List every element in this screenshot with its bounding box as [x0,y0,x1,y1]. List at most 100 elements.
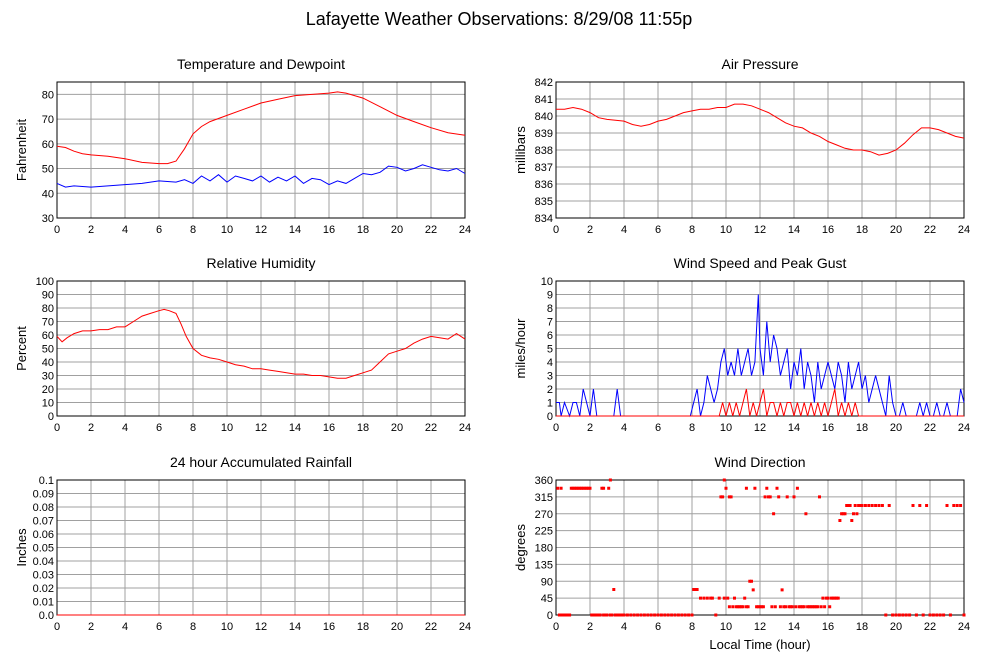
humidity-xtick-label: 16 [323,422,335,434]
pressure-ytick-label: 839 [535,128,553,140]
humidity-ytick-label: 90 [42,290,54,302]
pressure-xtick-label: 24 [958,224,970,236]
pressure-ytick-label: 842 [535,77,553,89]
wind_direction-point [921,613,925,617]
wind_speed-xtick-label: 18 [856,422,868,434]
wind_direction-point [887,504,891,507]
wind_direction-point [748,579,752,583]
temperature-xtick-label: 16 [323,224,335,236]
wind_direction-point [699,596,702,600]
wind_direction-point [722,596,726,600]
wind_direction-point [727,495,731,499]
wind_direction-point [835,596,838,600]
wind_direction-point [610,613,614,617]
wind_direction-point [874,504,878,507]
wind_direction-point [763,495,767,499]
wind_speed-ytick-label: 9 [547,290,553,302]
wind_direction-point [945,504,949,507]
wind_direction-point [564,613,568,617]
wind_direction-point [746,605,750,609]
rainfall-ytick-label: 0.06 [33,529,54,541]
wind_direction-point [568,613,572,617]
wind_direction-point [753,486,757,490]
wind_direction-point [894,613,898,617]
wind_direction-point [729,495,733,499]
wind_direction-point [580,486,583,490]
temperature-ylabel: Fahrenheit [14,119,29,182]
wind_direction-point [585,486,589,490]
wind_direction-ytick-label: 360 [535,475,553,487]
wind_direction-point [578,486,582,490]
humidity-ytick-label: 40 [42,357,54,369]
wind_direction-point [955,504,959,507]
wind_direction-point [914,613,918,617]
pressure-ytick-label: 838 [535,145,553,157]
wind_direction-point [692,588,696,591]
temperature-xtick-label: 24 [459,224,471,236]
wind_direction-point [845,504,849,507]
temperature-xtick-label: 2 [88,224,94,236]
pressure-ytick-label: 834 [535,213,553,225]
humidity-xtick-label: 4 [122,422,128,434]
wind_direction-point [588,486,592,490]
temperature-ytick-label: 80 [42,89,54,101]
wind_direction-point [559,613,563,617]
wind_speed-xtick-label: 20 [890,422,902,434]
wind_speed-ytick-label: 3 [547,371,553,383]
wind_direction-title: Wind Direction [714,454,805,470]
pressure-ytick-label: 836 [535,179,553,191]
wind_direction-point [801,605,804,609]
rainfall-xtick-label: 8 [190,621,196,633]
wind_direction-point [867,504,871,507]
wind_direction-point [636,613,640,617]
humidity-xtick-label: 12 [255,422,267,434]
wind_direction-point [612,588,616,591]
wind_direction-point [775,486,779,490]
wind_direction-point [622,613,626,617]
wind_direction-point [782,605,786,609]
wind_speed-xtick-label: 0 [553,422,559,434]
wind_direction-point [576,486,580,490]
wind_speed-xtick-label: 14 [788,422,800,434]
wind_direction-point [778,605,782,609]
wind_direction-point [751,588,755,592]
wind_direction-point [710,596,714,600]
wind_direction-point [846,504,850,507]
wind_direction-point [605,613,609,617]
rainfall-ylabel: Inches [14,528,29,567]
wind_direction-plot-frame [555,479,965,616]
temperature-xtick-label: 20 [391,224,403,236]
wind_direction-point [632,613,636,617]
wind_direction-point [714,613,718,617]
wind_direction-point [722,478,726,482]
wind_direction-point [857,504,861,507]
wind_direction-point [836,596,840,600]
wind_direction-point [687,613,691,617]
wind_direction-point [656,613,660,617]
rainfall-ytick-label: 0.1 [39,475,54,487]
wind_direction-ytick-label: 225 [535,526,553,538]
wind_direction-point [942,613,946,617]
wind_direction-ytick-label: 315 [535,492,553,504]
wind_direction-point [590,613,594,617]
wind_direction-point [758,605,762,609]
wind_direction-point [826,596,830,600]
wind_direction-point [683,613,687,617]
humidity-ytick-label: 30 [42,371,54,383]
wind_direction-point [602,486,606,490]
wind_direction-point [607,486,611,490]
wind_direction-point [823,605,827,609]
wind_direction-point [721,495,725,499]
wind_direction-point [858,504,862,507]
wind_direction-point [724,486,728,490]
wind_direction-point [731,605,735,609]
wind_direction-point [821,596,825,600]
wind_direction-point [797,605,801,609]
wind_direction-point [807,605,811,609]
wind_direction-point [614,613,617,617]
rainfall-xtick-label: 18 [357,621,369,633]
rainfall-xtick-label: 14 [289,621,301,633]
